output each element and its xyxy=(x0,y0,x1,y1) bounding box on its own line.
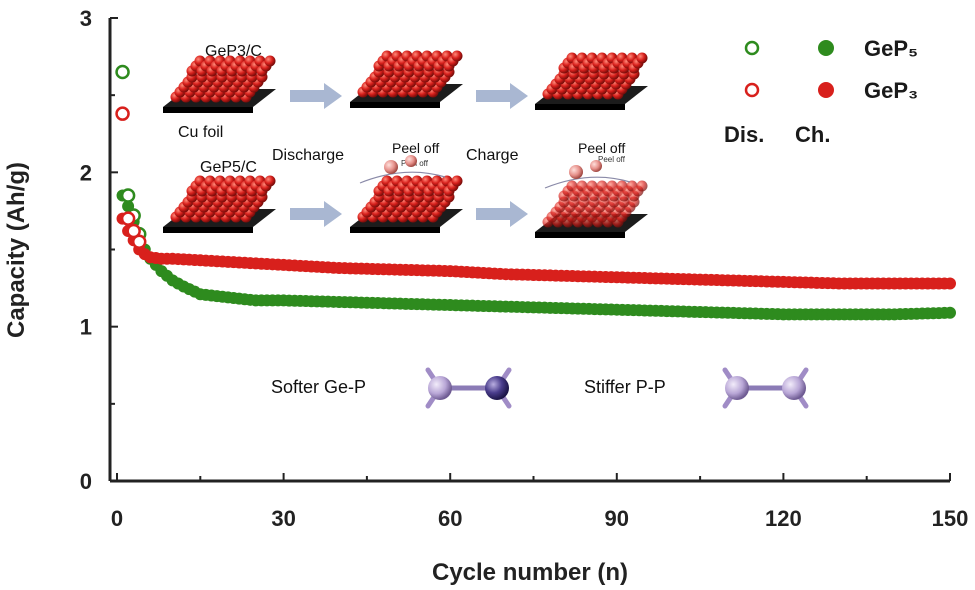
block-gep5c-charged xyxy=(535,160,648,238)
charge-point xyxy=(944,277,956,290)
legend-label: GeP₅ xyxy=(864,36,918,61)
sphere xyxy=(264,175,276,187)
label-cu-foil: Cu foil xyxy=(178,124,223,141)
sphere xyxy=(636,180,648,192)
arrow-bottom-2 xyxy=(476,201,528,227)
legend-marker-discharge xyxy=(744,40,760,56)
y-tick-label: 1 xyxy=(80,315,92,340)
bond-p-p xyxy=(722,367,809,409)
arrow-top-2 xyxy=(476,83,528,109)
schematic-inset: GeP3/C Cu foil Discharge Charge GeP5/C P… xyxy=(163,43,648,238)
bond-diagram: Softer Ge-P Stiffer P-P xyxy=(271,367,809,409)
block-gep3c-initial xyxy=(163,55,276,113)
atom xyxy=(725,376,749,400)
legend-marker-discharge xyxy=(744,82,760,98)
cu-foil-edge xyxy=(350,227,440,233)
data-layer xyxy=(115,64,956,321)
y-tick-label: 3 xyxy=(80,6,92,31)
peeled-sphere xyxy=(384,160,398,174)
charge-point xyxy=(944,306,956,319)
block-gep5c-initial xyxy=(163,175,276,233)
legend-marker-charge xyxy=(818,40,834,56)
y-tick-label: 2 xyxy=(80,160,92,185)
label-peel-off-1: Peel off xyxy=(392,140,439,156)
discharge-point xyxy=(115,106,130,121)
peel-curve xyxy=(359,171,446,184)
series-gep5 xyxy=(115,64,956,321)
legend-header-charge: Ch. xyxy=(795,122,830,147)
peeled-sphere xyxy=(590,160,602,172)
y-tick-label: 0 xyxy=(80,469,92,494)
sphere xyxy=(264,55,276,67)
cu-foil-edge xyxy=(535,232,625,238)
peeled-sphere xyxy=(569,165,583,179)
label-discharge: Discharge xyxy=(272,147,344,164)
x-tick-label: 90 xyxy=(605,506,629,531)
bond-ge-p xyxy=(425,367,512,409)
label-charge: Charge xyxy=(466,147,519,164)
sphere xyxy=(451,175,463,187)
sphere xyxy=(451,50,463,62)
label-peel-off-2: Peel off xyxy=(578,140,625,156)
label-gep5c: GeP5/C xyxy=(200,159,257,176)
discharge-point xyxy=(120,211,136,226)
y-axis-label: Capacity (Ah/g) xyxy=(3,162,30,338)
discharge-point xyxy=(115,64,130,80)
peeled-sphere xyxy=(405,155,417,167)
series-gep3 xyxy=(115,106,956,290)
block-gep3c-charged xyxy=(535,52,648,110)
legend-label: GeP₃ xyxy=(864,78,918,103)
block-gep3c-discharged xyxy=(350,50,463,108)
block-gep5c-discharged xyxy=(350,155,463,233)
x-axis-label: Cycle number (n) xyxy=(432,559,628,586)
axes: 0 30 60 90 120 150 0 1 2 3 xyxy=(80,6,969,531)
x-tick-label: 120 xyxy=(765,506,802,531)
cu-foil-edge xyxy=(535,104,625,110)
x-tick-label: 60 xyxy=(438,506,462,531)
x-tick-label: 150 xyxy=(932,506,969,531)
discharge-point xyxy=(131,234,147,250)
legend-header-discharge: Dis. xyxy=(724,122,764,147)
atom xyxy=(782,376,806,400)
x-tick-label: 0 xyxy=(111,506,123,531)
peel-curve xyxy=(544,176,631,189)
arrow-bottom-1 xyxy=(290,201,342,227)
atom xyxy=(428,376,452,400)
discharge-point xyxy=(126,223,141,239)
sphere xyxy=(636,52,648,64)
legend-marker-charge xyxy=(818,82,834,98)
label-peel-off-tiny-2: Peel off xyxy=(598,155,626,164)
legend: Dis. Ch. GeP₅ GeP₃ xyxy=(724,36,918,147)
cu-foil-edge xyxy=(163,107,253,113)
cu-foil-edge xyxy=(350,102,440,108)
arrow-top-1 xyxy=(290,83,342,109)
x-tick-label: 30 xyxy=(271,506,295,531)
atom xyxy=(485,376,509,400)
discharge-point xyxy=(120,188,136,203)
label-stiffer-p-p: Stiffer P-P xyxy=(584,377,666,397)
label-softer-ge-p: Softer Ge-P xyxy=(271,377,366,397)
cu-foil-edge xyxy=(163,227,253,233)
